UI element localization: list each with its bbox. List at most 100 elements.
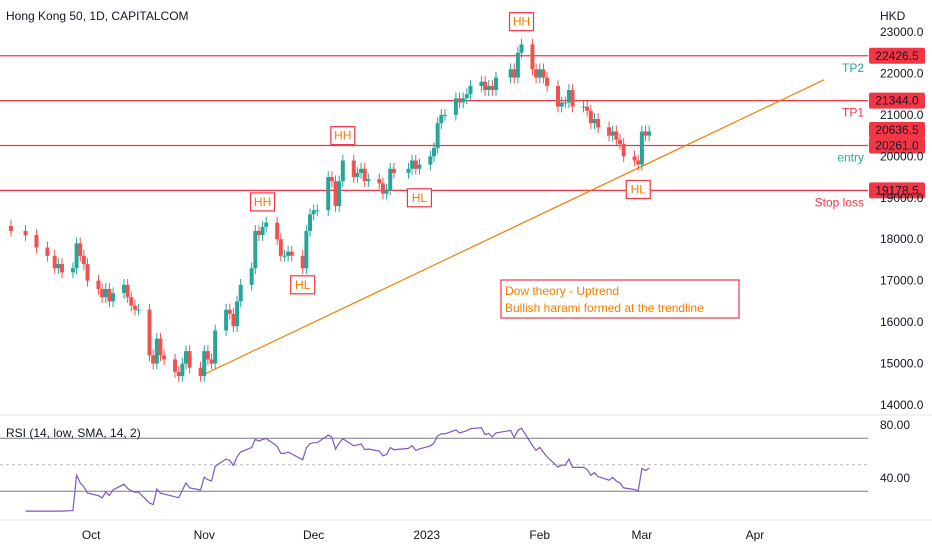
candle-body bbox=[464, 94, 469, 99]
candle-body bbox=[515, 52, 520, 78]
rsi-label: RSI (14, low, SMA, 14, 2) bbox=[6, 426, 141, 440]
candle-body bbox=[614, 131, 619, 140]
candle-body bbox=[111, 293, 116, 302]
swing-label: HH bbox=[254, 195, 271, 209]
candle-body bbox=[439, 114, 444, 124]
time-tick-label: Nov bbox=[194, 528, 215, 542]
candle-body bbox=[479, 81, 484, 86]
candle-body bbox=[391, 168, 396, 173]
candle-body bbox=[355, 172, 360, 178]
candle-body bbox=[85, 264, 90, 281]
level-price-tag bbox=[869, 137, 925, 154]
level-price-tag bbox=[869, 182, 925, 199]
candle-body bbox=[468, 85, 473, 95]
candle-body bbox=[308, 214, 312, 231]
candle-body bbox=[34, 235, 39, 248]
candle-body bbox=[636, 160, 641, 165]
candle-body bbox=[96, 280, 101, 289]
swing-label-box bbox=[330, 126, 356, 146]
candle-body bbox=[151, 355, 156, 364]
candle-body bbox=[377, 179, 382, 184]
price-tick-label: 16000.0 bbox=[880, 315, 924, 329]
candle-body bbox=[592, 119, 597, 124]
candle-body bbox=[326, 177, 331, 211]
candle-body bbox=[180, 363, 185, 376]
candle-body bbox=[286, 251, 291, 256]
candle-body bbox=[366, 179, 371, 182]
swing-labels: HH HL HH HL HH HL bbox=[249, 12, 651, 295]
time-tick-label: Oct bbox=[82, 528, 101, 542]
candle-body bbox=[249, 268, 254, 285]
candle-body bbox=[490, 85, 495, 91]
candle-body bbox=[304, 230, 309, 269]
trendline bbox=[200, 79, 825, 377]
candle-body bbox=[300, 255, 305, 269]
level-label: TP2 bbox=[842, 61, 864, 75]
swing-label-box bbox=[625, 179, 651, 200]
candle-body bbox=[289, 251, 294, 256]
candle-body bbox=[563, 102, 568, 104]
candle-body bbox=[428, 156, 433, 165]
level-price-label: 20261.0 bbox=[875, 139, 919, 153]
candle-body bbox=[435, 123, 440, 149]
candle-body bbox=[173, 359, 178, 372]
price-tick-label: 23000.0 bbox=[880, 25, 924, 39]
candle-body bbox=[537, 69, 542, 78]
candle-body bbox=[45, 247, 50, 256]
candle-body bbox=[74, 243, 79, 269]
trendline-group bbox=[200, 79, 825, 377]
rsi-pane: 80.00 40.00 bbox=[0, 418, 910, 512]
candle-body bbox=[122, 284, 126, 294]
candle-body bbox=[264, 222, 269, 227]
rsi-line bbox=[25, 426, 650, 512]
candle-body bbox=[227, 309, 232, 314]
candle-body bbox=[70, 268, 75, 273]
time-tick-label: Apr bbox=[746, 528, 765, 542]
candle-body bbox=[384, 189, 389, 194]
price-tick-label: 17000.0 bbox=[880, 274, 924, 288]
candle-body bbox=[632, 156, 637, 161]
candle-body bbox=[388, 168, 393, 190]
rsi-tick-label: 40.00 bbox=[880, 471, 910, 485]
time-tick-label: Feb bbox=[529, 528, 550, 542]
candle-body bbox=[359, 168, 364, 173]
candle-body bbox=[260, 226, 265, 236]
candle-body bbox=[238, 284, 243, 302]
candle-body bbox=[534, 69, 539, 78]
candle-body bbox=[340, 160, 345, 182]
price-level-lines: TP2 22426.5 TP1 21344.0 entry 20261.0 Stop los… bbox=[0, 47, 925, 209]
swing-label: HH bbox=[334, 129, 351, 143]
candle-body bbox=[107, 288, 112, 302]
candle-body bbox=[198, 367, 203, 376]
price-tick-label: 15000.0 bbox=[880, 357, 924, 371]
candle-body bbox=[136, 309, 141, 311]
candle-body bbox=[570, 90, 575, 107]
time-tick-label: Mar bbox=[632, 528, 653, 542]
candle-body bbox=[81, 255, 86, 265]
candle-body bbox=[432, 148, 436, 157]
candle-body bbox=[621, 143, 626, 157]
candle-body bbox=[224, 309, 229, 331]
candle-body bbox=[52, 255, 57, 269]
candle-body bbox=[209, 359, 214, 364]
candle-body bbox=[647, 131, 652, 136]
swing-label-box bbox=[406, 188, 433, 208]
level-label: Stop loss bbox=[815, 195, 864, 209]
candle-body bbox=[8, 225, 13, 231]
price-axis: 23000.0 22000.0 21000.0 20000.0 19000.0 18000… bbox=[0, 25, 932, 521]
candle-body bbox=[60, 264, 64, 273]
candle-body bbox=[315, 210, 320, 212]
candle-body bbox=[103, 288, 108, 298]
swing-label: HL bbox=[295, 278, 311, 292]
candle-body bbox=[417, 164, 422, 169]
candle-body bbox=[588, 110, 593, 124]
candle-body bbox=[610, 131, 615, 136]
candle-body bbox=[519, 44, 524, 53]
candle-body bbox=[406, 168, 411, 173]
candle-body bbox=[329, 177, 334, 182]
swing-label-box bbox=[290, 275, 316, 295]
candle-body bbox=[213, 330, 218, 364]
candle-body bbox=[442, 114, 447, 116]
candle-body bbox=[596, 119, 601, 128]
